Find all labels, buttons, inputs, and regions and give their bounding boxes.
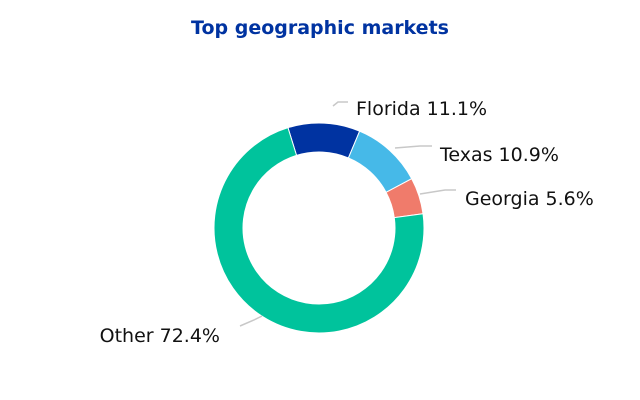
slice-label-other: Other 72.4%: [100, 325, 220, 347]
leader-line-other: [239, 315, 263, 327]
leader-line-georgia: [419, 189, 456, 195]
slice-labels: Florida 11.1% Texas 10.9% Georgia 5.6% Othe…: [100, 98, 594, 347]
leader-line-florida: [332, 101, 348, 107]
leader-line-texas: [394, 145, 432, 149]
slice-label-florida: Florida 11.1%: [356, 98, 487, 120]
slice-label-texas: Texas 10.9%: [439, 144, 559, 166]
slice-florida: [287, 122, 361, 159]
slice-other: [213, 127, 425, 334]
donut-slices: [213, 122, 425, 334]
slice-label-georgia: Georgia 5.6%: [465, 188, 594, 210]
chart-title: Top geographic markets: [191, 17, 449, 39]
leader-lines: [239, 101, 456, 327]
slice-texas: [347, 130, 413, 194]
